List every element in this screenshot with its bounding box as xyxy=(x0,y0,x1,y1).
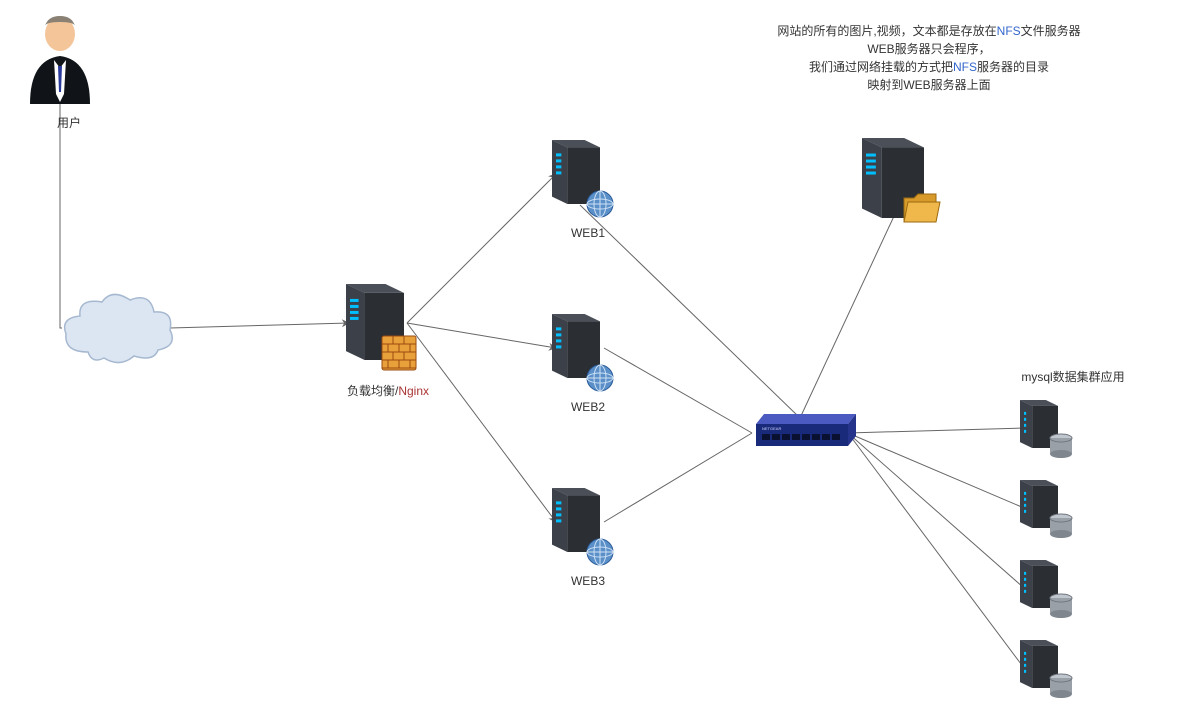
db3-icon xyxy=(1020,560,1076,622)
lb-label-suffix: Nginx xyxy=(398,384,429,398)
cloud-icon xyxy=(58,288,178,372)
lb-label-prefix: 负载均衡/ xyxy=(347,384,398,398)
user-icon xyxy=(24,12,96,108)
web2-icon xyxy=(552,314,616,396)
switch-icon: NETGEAR xyxy=(748,414,856,454)
load-balancer-icon xyxy=(346,284,420,376)
web3-icon xyxy=(552,488,616,570)
user-label: 用户 xyxy=(54,114,84,131)
db1-icon xyxy=(1020,400,1076,462)
web1-icon xyxy=(552,140,616,222)
nfs-description: 网站的所有的图片,视频，文本都是存放在NFS文件服务器 WEB服务器只会程序， … xyxy=(764,22,1094,94)
desc-line-1: 网站的所有的图片,视频，文本都是存放在NFS文件服务器 xyxy=(764,22,1094,40)
desc-line-3: 我们通过网络挂载的方式把NFS服务器的目录 xyxy=(764,58,1094,76)
nfs-server-icon xyxy=(862,138,942,234)
load-balancer-label: 负载均衡/Nginx xyxy=(338,382,438,399)
mysql-cluster-label: mysql数据集群应用 xyxy=(1008,368,1138,385)
svg-text:NETGEAR: NETGEAR xyxy=(762,426,781,431)
diagram-stage: 用户 负载均衡/Nginx xyxy=(0,0,1184,716)
desc-line-4: 映射到WEB服务器上面 xyxy=(764,76,1094,94)
web1-label: WEB1 xyxy=(568,226,608,240)
web3-label: WEB3 xyxy=(568,574,608,588)
db2-icon xyxy=(1020,480,1076,542)
desc-line-2: WEB服务器只会程序， xyxy=(764,40,1094,58)
web2-label: WEB2 xyxy=(568,400,608,414)
db4-icon xyxy=(1020,640,1076,702)
